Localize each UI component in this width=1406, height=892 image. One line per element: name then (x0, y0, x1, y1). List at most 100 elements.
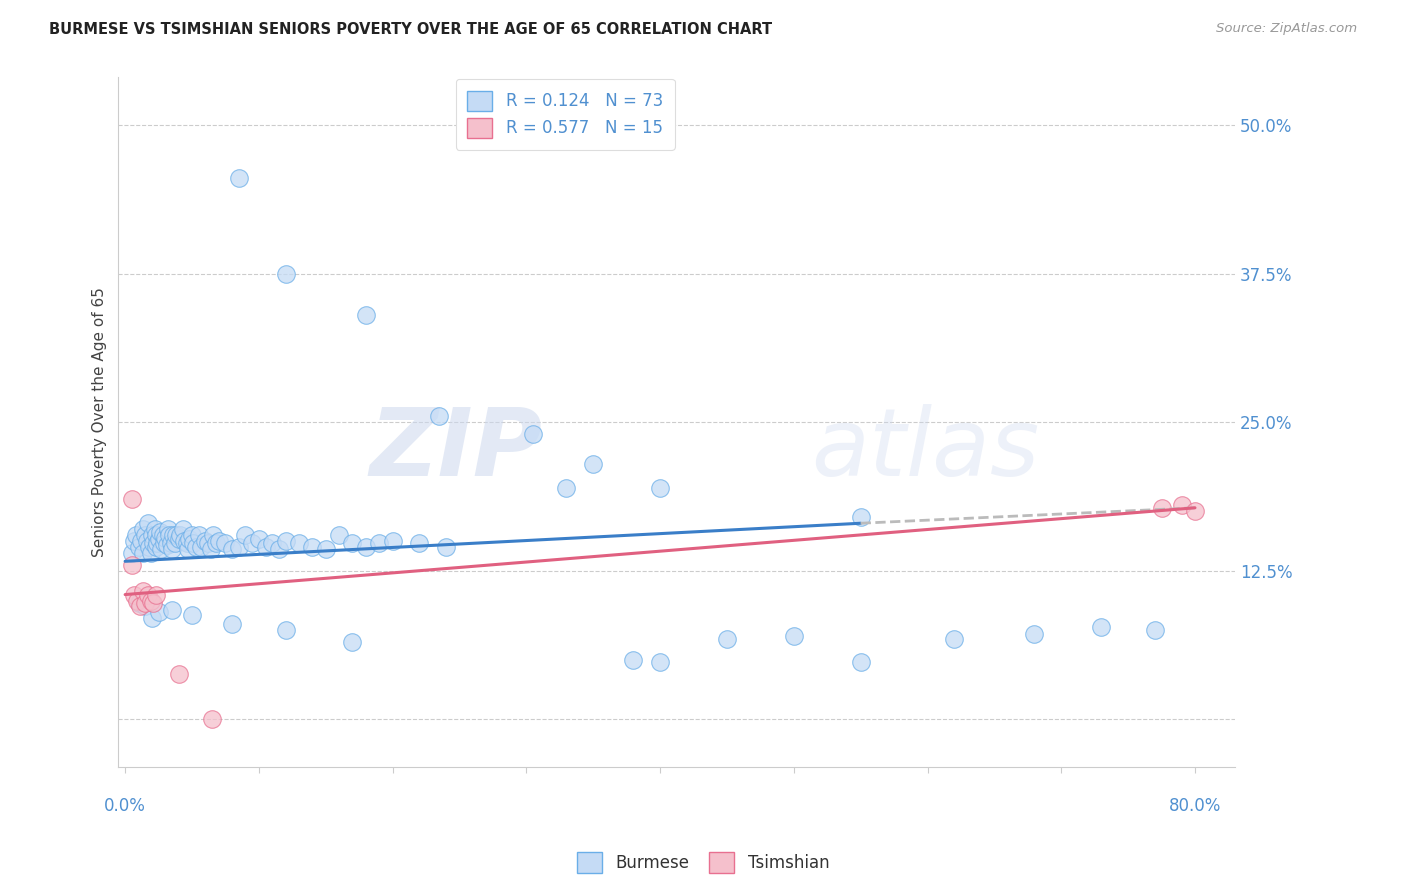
Point (159, 536, 181, 550)
Point (183, 536, 205, 550)
Point (1090, 620, 1112, 634)
Point (354, 540, 377, 554)
Point (121, 546, 143, 560)
Point (142, 536, 165, 550)
Point (131, 546, 153, 560)
Point (228, 171, 250, 186)
Point (177, 542, 200, 557)
Point (621, 653, 644, 667)
Point (162, 528, 184, 542)
Point (783, 629, 806, 643)
Point (184, 540, 207, 554)
Point (146, 536, 169, 550)
Point (173, 534, 195, 549)
Point (328, 528, 350, 542)
Point (194, 534, 217, 549)
Point (139, 593, 162, 607)
Point (163, 536, 186, 550)
Point (274, 534, 297, 549)
Point (145, 588, 167, 602)
Text: atlas: atlas (811, 404, 1039, 495)
Point (197, 536, 219, 550)
Point (121, 492, 143, 507)
Point (157, 528, 180, 542)
Point (165, 528, 187, 542)
Point (582, 457, 605, 471)
Point (172, 522, 194, 536)
Point (190, 540, 212, 554)
Point (153, 536, 176, 550)
Point (128, 540, 150, 554)
Point (143, 522, 166, 536)
Y-axis label: Seniors Poverty Over the Age of 65: Seniors Poverty Over the Age of 65 (93, 287, 107, 558)
Point (208, 534, 231, 549)
Point (434, 540, 457, 554)
Point (555, 481, 578, 495)
Point (342, 635, 364, 649)
Point (141, 528, 163, 542)
Point (134, 596, 156, 610)
Point (943, 632, 966, 646)
Point (176, 536, 198, 550)
Point (160, 542, 183, 557)
Point (167, 667, 190, 681)
Point (201, 713, 224, 727)
Point (124, 534, 146, 549)
Point (240, 536, 263, 550)
Text: 0.0%: 0.0% (104, 797, 146, 814)
Point (368, 536, 391, 550)
Point (145, 528, 167, 542)
Point (274, 624, 297, 638)
Text: Source: ZipAtlas.com: Source: ZipAtlas.com (1216, 22, 1357, 36)
Point (131, 584, 153, 599)
Point (205, 536, 228, 550)
Point (121, 558, 143, 572)
Point (315, 542, 337, 557)
Point (129, 534, 152, 549)
Point (648, 656, 671, 670)
Point (138, 540, 160, 554)
Point (354, 308, 377, 322)
Text: BURMESE VS TSIMSHIAN SENIORS POVERTY OVER THE AGE OF 65 CORRELATION CHART: BURMESE VS TSIMSHIAN SENIORS POVERTY OVE… (49, 22, 772, 37)
Point (247, 532, 270, 546)
Point (381, 534, 404, 549)
Point (648, 481, 671, 495)
Point (1170, 499, 1192, 513)
Point (200, 542, 222, 557)
Point (522, 427, 544, 442)
Point (160, 603, 183, 617)
Text: 80.0%: 80.0% (1168, 797, 1222, 814)
Point (267, 542, 290, 557)
Point (429, 409, 451, 424)
Point (131, 522, 153, 536)
Point (254, 540, 277, 554)
Point (127, 593, 149, 607)
Point (214, 536, 236, 550)
Point (142, 596, 165, 610)
Point (235, 528, 257, 542)
Legend: Burmese, Tsimshian: Burmese, Tsimshian (571, 846, 835, 880)
Point (125, 528, 148, 542)
Point (136, 588, 159, 602)
Point (149, 524, 172, 539)
Point (221, 617, 243, 632)
Point (124, 588, 146, 602)
Point (134, 528, 156, 542)
Point (155, 538, 177, 552)
Point (136, 516, 159, 531)
Point (135, 534, 157, 549)
Point (141, 611, 163, 625)
Point (408, 536, 430, 550)
Point (262, 536, 284, 550)
Point (148, 606, 170, 620)
Point (128, 599, 150, 614)
Point (145, 540, 167, 554)
Point (1184, 504, 1206, 518)
Point (167, 532, 190, 546)
Point (1150, 500, 1173, 515)
Point (150, 542, 173, 557)
Point (179, 532, 201, 546)
Point (1024, 627, 1046, 641)
Point (128, 596, 150, 610)
Point (134, 599, 156, 614)
